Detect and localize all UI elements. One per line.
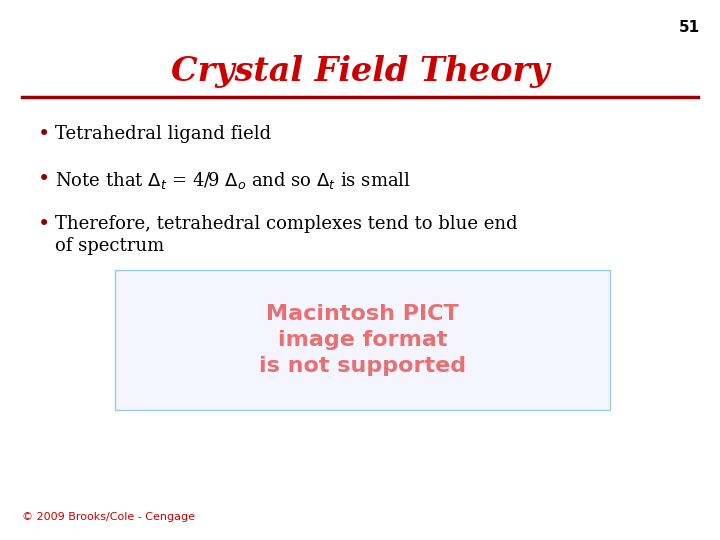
Text: Note that $\Delta_t$ = 4/9 $\Delta_o$ and so $\Delta_t$ is small: Note that $\Delta_t$ = 4/9 $\Delta_o$ an… — [55, 170, 411, 191]
Bar — [115, 270, 610, 410]
Text: © 2009 Brooks/Cole - Cengage: © 2009 Brooks/Cole - Cengage — [22, 512, 195, 522]
Text: of spectrum: of spectrum — [55, 237, 164, 255]
Text: Macintosh PICT
image format
is not supported: Macintosh PICT image format is not suppo… — [259, 303, 466, 376]
Text: Therefore, tetrahedral complexes tend to blue end: Therefore, tetrahedral complexes tend to… — [55, 215, 518, 233]
Text: •: • — [38, 125, 50, 144]
Text: 51: 51 — [679, 20, 700, 35]
Text: •: • — [38, 215, 50, 234]
Text: Crystal Field Theory: Crystal Field Theory — [171, 55, 549, 88]
Text: Tetrahedral ligand field: Tetrahedral ligand field — [55, 125, 271, 143]
Text: •: • — [38, 170, 50, 189]
